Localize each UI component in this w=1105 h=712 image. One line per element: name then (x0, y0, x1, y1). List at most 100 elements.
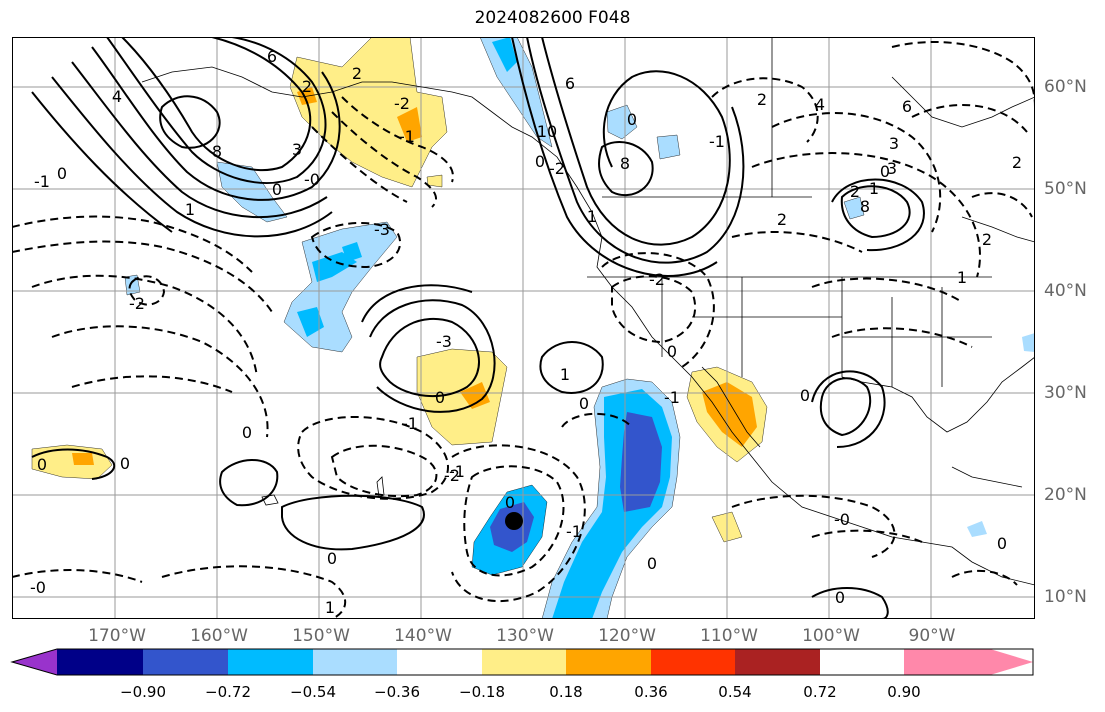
lon-label: 170°W (88, 626, 146, 646)
contour-label: -3 (436, 332, 452, 351)
contour-label: -3 (374, 220, 390, 239)
contour-label: -0 (304, 170, 320, 189)
contour-label: 2 (850, 182, 860, 201)
colorbar-tick: 0.72 (803, 683, 837, 701)
contour-label: 0 (505, 493, 515, 512)
contour-label: -1 (34, 172, 50, 191)
contour-label: 2 (982, 230, 992, 249)
shade-alaska-small (426, 174, 443, 188)
contour-label: 10 (537, 122, 557, 141)
contours-negative (12, 41, 1035, 619)
contour-label: 2 (1012, 153, 1022, 172)
contour-label: 8 (212, 142, 222, 161)
colorbar-segment (228, 649, 313, 675)
lon-label: 100°W (802, 626, 860, 646)
contour-label: 1 (869, 179, 879, 198)
contour-label: -2 (549, 159, 565, 178)
contour-label-layer: 6 4 2 8 3 1 0 -0 -1 -2 -3 2 0 8 1 0 6 10… (30, 47, 1022, 617)
shade-low-center-orange (460, 382, 490, 409)
lon-label: 160°W (190, 626, 248, 646)
lat-label: 10°N (1044, 587, 1087, 607)
shade-midpac-small (124, 274, 141, 296)
storm-center-marker (505, 512, 523, 530)
contour-label: -0 (834, 510, 850, 529)
shade-bc-blue-core (492, 37, 517, 72)
shade-gulf-blue (967, 333, 1035, 537)
graticule (12, 37, 1035, 619)
contours-positive (31, 37, 925, 619)
contour-label: -1 (402, 414, 418, 433)
lon-label: 140°W (394, 626, 452, 646)
colorbar-tick: 0.90 (887, 683, 921, 701)
shade-midpac-blue-core (297, 242, 362, 337)
contour-label: 3 (292, 140, 302, 159)
contour-label: 0 (667, 342, 677, 361)
colorbar-tick: 0.36 (634, 683, 668, 701)
contour-label: -1 (566, 522, 582, 541)
colorbar-segments (12, 649, 1033, 675)
contour-label: 0 (647, 554, 657, 573)
shade-east-pac-core (620, 412, 662, 512)
colorbar-outline (10, 648, 1034, 676)
shade-alaska-gulf-core (397, 107, 422, 142)
colorbar-segment (397, 649, 482, 675)
contour-label: -0 (30, 578, 46, 597)
colorbar-segment (143, 649, 228, 675)
contour-label: -2 (394, 94, 410, 113)
contour-label: 1 (560, 365, 570, 384)
contour-label: 4 (112, 87, 122, 106)
contour-label: 0 (835, 588, 845, 607)
contour-label: 2 (302, 77, 312, 96)
contour-label: 8 (620, 154, 630, 173)
contour-label: 0 (327, 549, 337, 568)
contour-label: 0 (120, 454, 130, 473)
colorbar-tick: 0.18 (549, 683, 583, 701)
contour-label: 0 (57, 164, 67, 183)
shading-layer (31, 37, 1035, 619)
contour-label: 0 (37, 455, 47, 474)
colorbar-extension-low (12, 649, 57, 675)
lat-label: 20°N (1044, 485, 1087, 505)
lat-label: 30°N (1044, 383, 1087, 403)
contour-label: 2 (757, 90, 767, 109)
contour-label: 1 (185, 200, 195, 219)
contour-label: 4 (815, 95, 825, 114)
map-title: 2024082600 F048 (474, 8, 631, 28)
contour-label: 0 (880, 162, 890, 181)
colorbar-segment (651, 649, 735, 675)
contour-label: -1 (399, 127, 415, 146)
lon-label: 120°W (598, 626, 656, 646)
contour-label: 8 (860, 197, 870, 216)
shade-alaska-gulf (289, 37, 448, 188)
contour-label: 6 (565, 74, 575, 93)
contour-label: 3 (887, 159, 897, 178)
contour-label: 0 (242, 423, 252, 442)
contour-label: 2 (352, 64, 362, 83)
contour-label: 0 (272, 180, 282, 199)
lon-label: 90°W (908, 626, 956, 646)
map-svg: 6 4 2 8 3 1 0 -0 -1 -2 -3 2 0 8 1 0 6 10… (12, 37, 1035, 619)
contour-label: -2 (129, 294, 145, 313)
contour-label: 1 (325, 598, 335, 617)
colorbar-tick: −0.72 (205, 683, 251, 701)
shade-midpac-blue (283, 221, 398, 353)
lon-label: 110°W (700, 626, 758, 646)
contour-label: 0 (435, 388, 445, 407)
contour-label: -1 (449, 462, 465, 481)
colorbar-segment (57, 649, 143, 675)
contour-label: 0 (579, 394, 589, 413)
contour-label: -2 (444, 466, 460, 485)
colorbar-tick: −0.18 (459, 683, 505, 701)
lat-label: 50°N (1044, 179, 1087, 199)
contour-label: 1 (957, 268, 967, 287)
colorbar-segment (735, 649, 820, 675)
colorbar (10, 648, 1034, 676)
shade-canada-blue (843, 196, 865, 220)
lon-label: 150°W (292, 626, 350, 646)
contour-label: 1 (587, 207, 597, 226)
coastlines (141, 37, 1035, 586)
colorbar-tick: 0.54 (718, 683, 752, 701)
colorbar-tick: −0.90 (120, 683, 166, 701)
lat-label: 40°N (1044, 281, 1087, 301)
colorbar-segment (482, 649, 566, 675)
